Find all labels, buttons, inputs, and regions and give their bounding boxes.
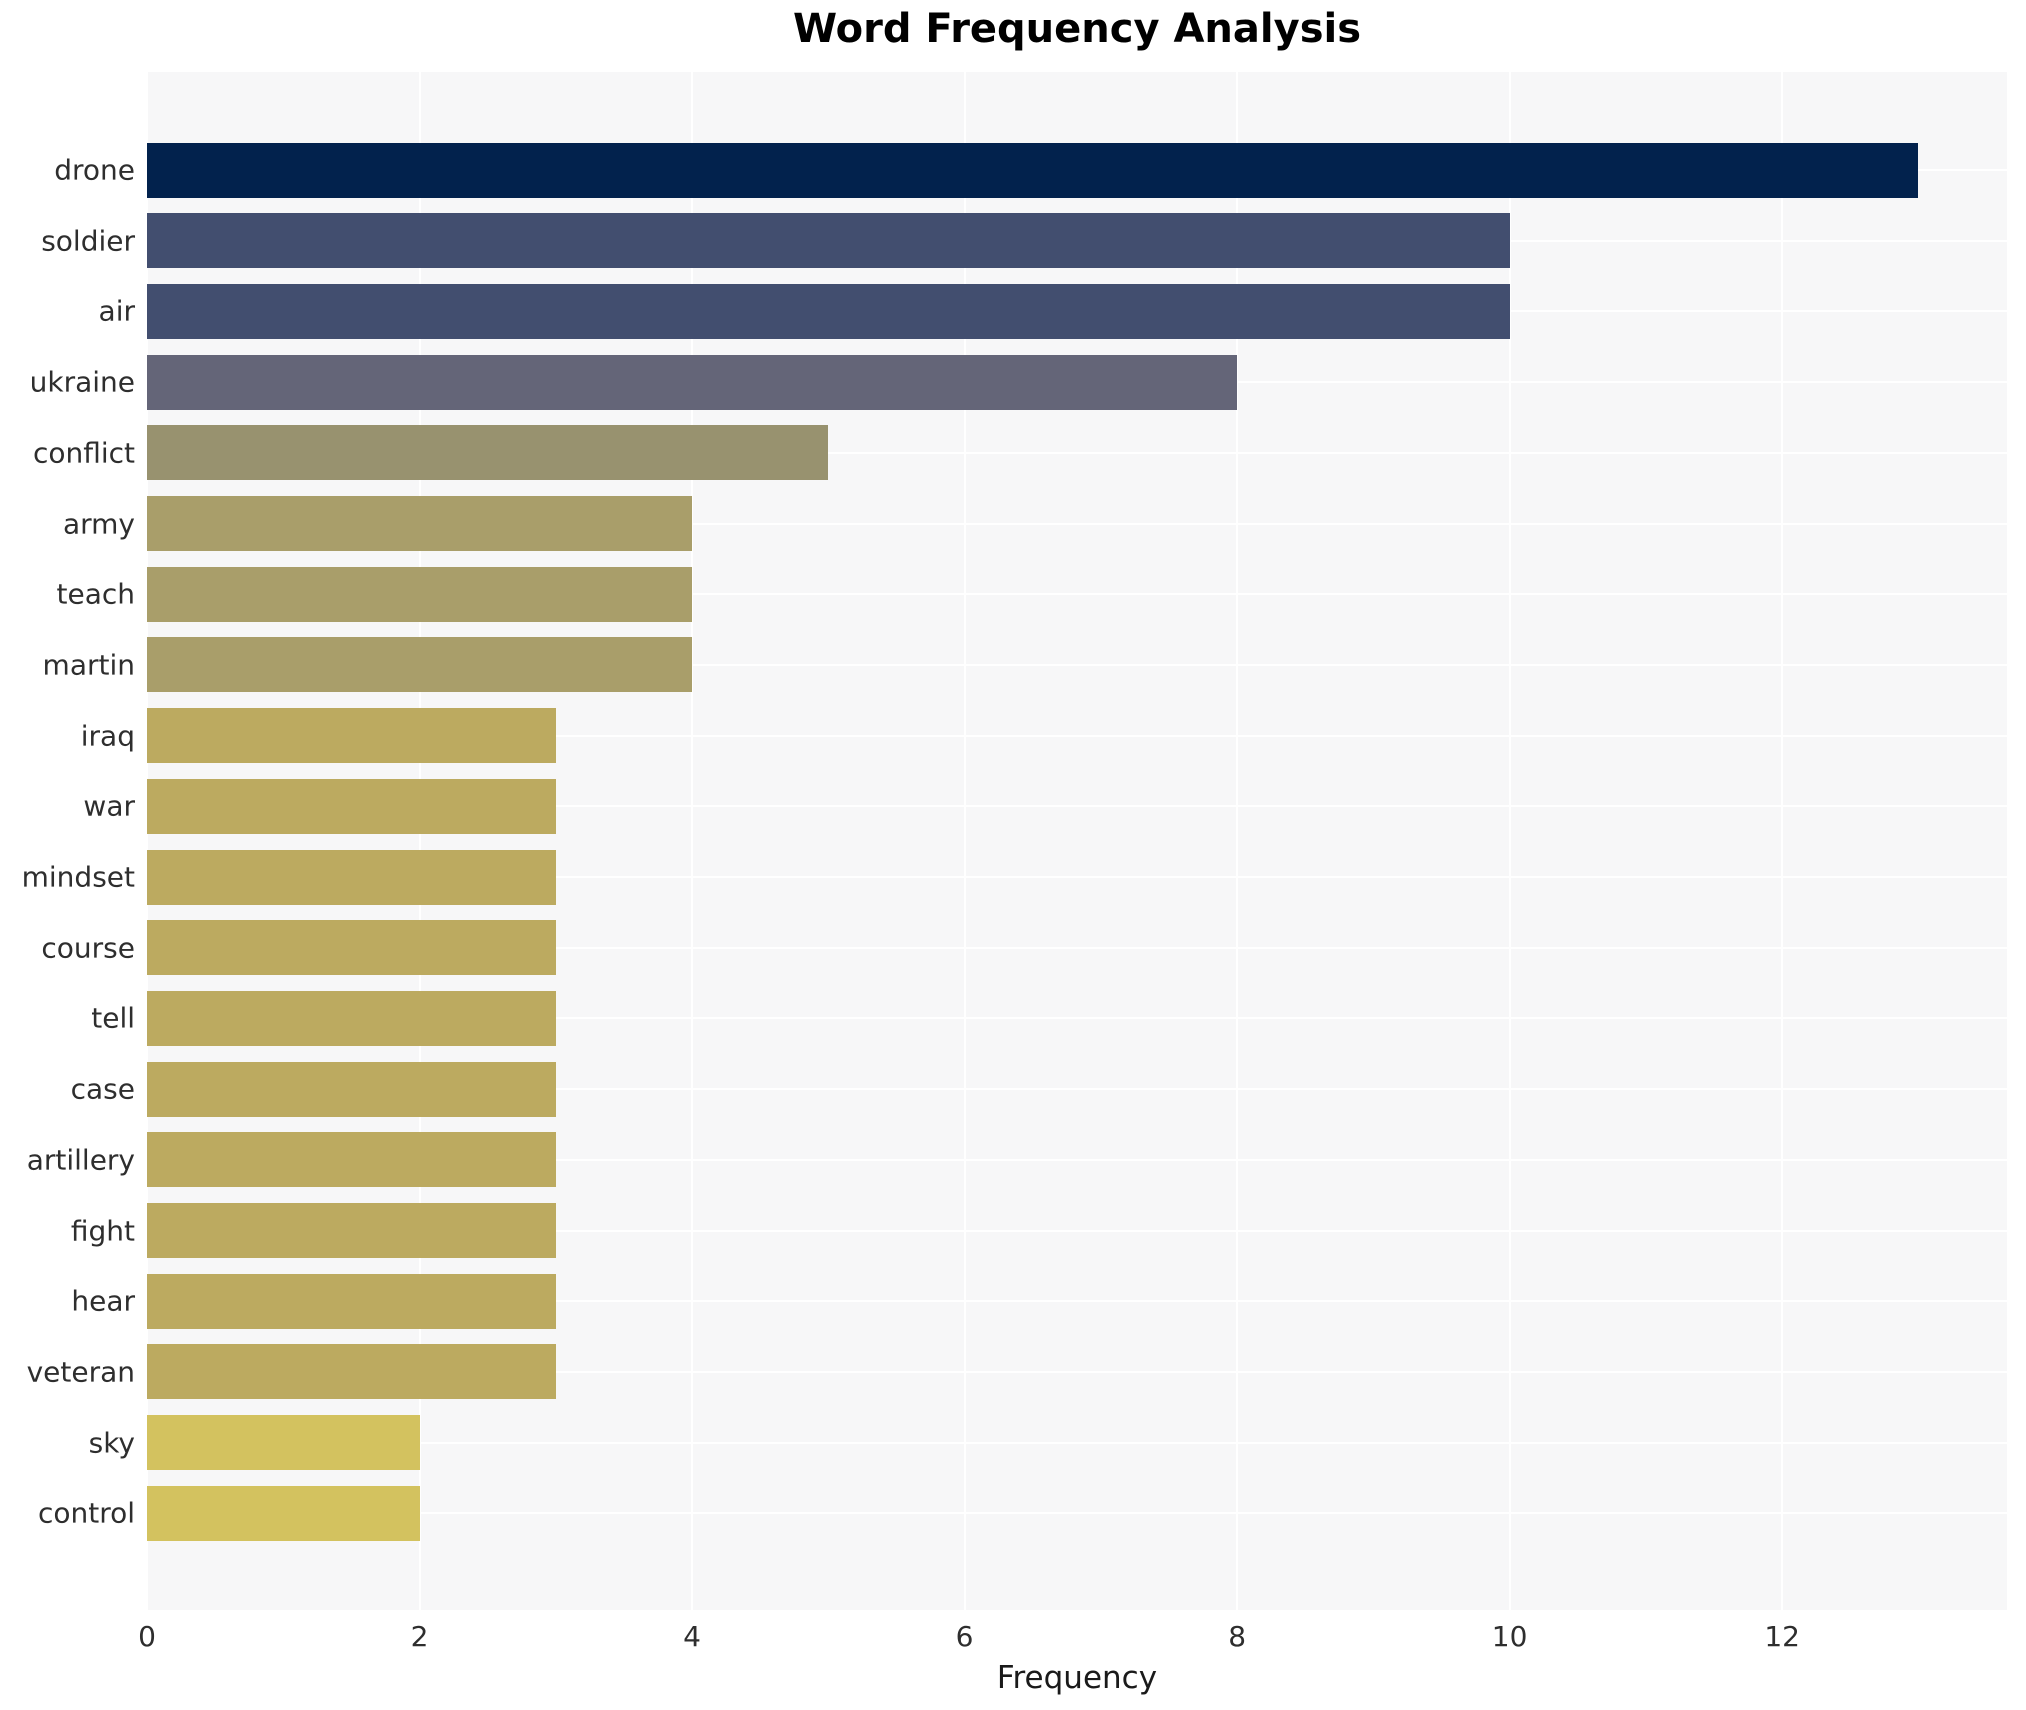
y-tick-label-war: war [83,789,135,823]
y-tick-label-case: case [70,1072,135,1106]
bar-soldier [147,213,1510,269]
bar-course [147,920,556,976]
y-tick-label-ukraine: ukraine [29,365,135,399]
gridline-y-iraq [147,734,2007,737]
y-tick-label-martin: martin [42,648,135,682]
bar-hear [147,1273,556,1329]
x-tick-label-0: 0 [138,1620,156,1653]
gridline-y-conflict [147,451,2007,454]
gridline-x-10 [1508,72,1511,1610]
gridline-y-army [147,522,2007,525]
x-tick-label-4: 4 [683,1620,701,1653]
gridline-y-mindset [147,876,2007,878]
x-tick-label-6: 6 [955,1620,974,1653]
chart-title: Word Frequency Analysis [792,6,1362,52]
bar-tell [147,990,556,1046]
bar-fight [147,1203,556,1258]
y-tick-label-sky: sky [88,1426,135,1460]
bar-teach [147,566,693,622]
bar-veteran [147,1344,556,1400]
gridline-y-sky [147,1441,2007,1444]
bar-iraq [147,708,556,764]
bar-control [147,1485,420,1541]
gridline-x-2 [418,72,421,1610]
y-tick-label-artillery: artillery [26,1143,135,1177]
x-tick-label-12: 12 [1764,1620,1800,1653]
y-tick-label-air: air [98,294,135,328]
gridline-x-8 [1236,72,1239,1610]
gridline-y-artillery [147,1158,2007,1161]
y-tick-label-tell: tell [91,1001,135,1035]
bar-army [147,496,693,551]
y-tick-label-fight: fight [70,1214,135,1247]
gridline-y-tell [147,1017,2007,1020]
gridline-y-war [147,805,2007,808]
y-tick-label-drone: drone [54,153,135,187]
bar-martin [147,637,693,693]
x-tick-label-8: 8 [1228,1620,1247,1653]
y-tick-label-control: control [37,1496,135,1530]
y-tick-label-teach: teach [56,577,135,611]
bar-sky [147,1415,420,1471]
y-tick-label-iraq: iraq [80,719,135,753]
bar-conflict [147,425,829,481]
gridline-y-hear [147,1300,2007,1303]
gridline-y-veteran [147,1370,2007,1373]
y-tick-label-veteran: veteran [26,1355,135,1389]
plot-area [146,72,2007,1610]
gridline-y-martin [147,663,2007,666]
y-tick-label-hear: hear [71,1284,135,1318]
y-tick-label-army: army [62,507,135,540]
x-tick-label-10: 10 [1491,1620,1528,1653]
y-tick-label-course: course [41,931,135,965]
gridline-y-teach [147,593,2007,596]
gridline-x-4 [691,72,694,1610]
y-tick-label-mindset: mindset [21,860,135,894]
gridline-x-6 [963,72,966,1610]
gridline-y-fight [147,1229,2007,1232]
bar-drone [147,142,1919,198]
gridline-x-0 [146,72,148,1610]
bar-case [147,1061,556,1117]
y-tick-label-soldier: soldier [41,224,135,258]
gridline-y-case [147,1088,2007,1091]
bar-ukraine [147,354,1238,410]
gridline-y-control [147,1512,2007,1515]
gridline-y-course [147,946,2007,949]
bar-mindset [147,849,556,905]
x-tick-label-2: 2 [410,1620,429,1653]
bar-war [147,778,556,834]
bar-air [147,283,1510,339]
gridline-x-12 [1781,72,1784,1610]
y-tick-label-conflict: conflict [32,436,135,470]
x-axis-title: Frequency [996,1660,1158,1696]
bar-artillery [147,1132,556,1188]
